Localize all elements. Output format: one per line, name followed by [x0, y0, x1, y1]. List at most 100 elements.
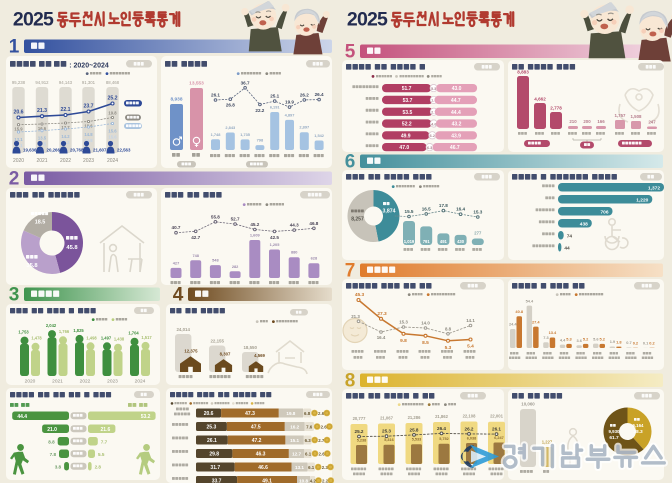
svg-text:16.6: 16.6	[38, 126, 47, 131]
svg-text:427: 427	[173, 260, 180, 265]
svg-text:21.3: 21.3	[351, 314, 360, 319]
svg-text:7.8: 7.8	[50, 452, 57, 457]
svg-text:2022: 2022	[60, 158, 71, 164]
svg-text:12.7: 12.7	[292, 452, 301, 457]
svg-text:2,778: 2,778	[550, 106, 562, 111]
svg-text:44.4: 44.4	[17, 414, 27, 420]
svg-text:2023: 2023	[83, 158, 94, 164]
svg-text:47.5: 47.5	[251, 425, 261, 431]
svg-text:22.2: 22.2	[255, 108, 264, 113]
svg-text:14.0: 14.0	[421, 321, 430, 326]
svg-text:49.1: 49.1	[262, 479, 272, 483]
svg-text:43.9: 43.9	[451, 133, 461, 139]
svg-text:2,897: 2,897	[299, 125, 309, 130]
svg-text:15.9: 15.9	[14, 127, 23, 132]
svg-text:438: 438	[580, 221, 588, 227]
svg-text:1,019: 1,019	[404, 239, 415, 244]
svg-text:49.9: 49.9	[401, 133, 411, 139]
svg-text:18,550: 18,550	[243, 345, 257, 350]
svg-text:6.2: 6.2	[430, 134, 435, 138]
svg-text:10,060: 10,060	[521, 402, 535, 407]
svg-text:44.3: 44.3	[290, 223, 299, 228]
svg-text:45.2: 45.2	[250, 222, 259, 227]
svg-text:4,662: 4,662	[534, 97, 546, 102]
svg-text:3,874: 3,874	[383, 209, 396, 215]
svg-text:19,636: 19,636	[23, 148, 37, 153]
svg-text:4,897: 4,897	[285, 112, 295, 117]
svg-text:2021: 2021	[36, 158, 47, 164]
svg-text:7.6: 7.6	[306, 425, 313, 430]
svg-text:46.3: 46.3	[256, 452, 266, 458]
svg-text:706: 706	[600, 209, 608, 215]
svg-text:1,478: 1,478	[31, 336, 42, 341]
svg-text:430: 430	[457, 239, 465, 244]
svg-text:4,569: 4,569	[254, 353, 265, 358]
svg-text:15.3: 15.3	[399, 320, 408, 325]
svg-text:6.3: 6.3	[427, 146, 432, 150]
svg-text:5,533: 5,533	[412, 438, 422, 442]
svg-text:1.9: 1.9	[610, 339, 616, 344]
svg-text:55.8: 55.8	[211, 214, 220, 219]
svg-text:15.5: 15.5	[405, 209, 414, 214]
svg-text:36.7: 36.7	[241, 80, 250, 85]
svg-text:45.3: 45.3	[355, 292, 365, 298]
svg-text:6.1: 6.1	[308, 465, 315, 470]
svg-text:43.0: 43.0	[452, 86, 462, 92]
svg-text:15.3: 15.3	[473, 210, 482, 215]
svg-text:52.7: 52.7	[231, 217, 240, 222]
svg-text:26.2: 26.2	[465, 426, 474, 431]
svg-text:47.2: 47.2	[252, 438, 262, 444]
svg-text:13.5: 13.5	[38, 136, 47, 141]
svg-text:7: 7	[345, 261, 356, 282]
svg-text:26.1: 26.1	[211, 93, 220, 98]
svg-text:25.3: 25.3	[207, 425, 217, 431]
svg-text:: 2020~2024: : 2020~2024	[69, 63, 109, 70]
svg-text:3: 3	[9, 285, 20, 306]
svg-text:42.5: 42.5	[270, 235, 279, 240]
svg-text:21.0: 21.0	[47, 427, 57, 433]
svg-text:25.8: 25.8	[410, 427, 419, 432]
svg-text:46.7: 46.7	[450, 145, 460, 151]
svg-text:94,143: 94,143	[59, 80, 73, 85]
svg-text:1,609: 1,609	[250, 233, 261, 238]
svg-text:7.7: 7.7	[101, 439, 108, 444]
svg-text:5.3: 5.3	[431, 87, 436, 91]
svg-text:1,735: 1,735	[240, 132, 251, 137]
svg-text:1,205: 1,205	[270, 242, 281, 247]
svg-text:748: 748	[192, 253, 199, 258]
svg-text:5,752: 5,752	[439, 437, 449, 441]
svg-text:22,001: 22,001	[490, 414, 503, 419]
svg-text:3.8: 3.8	[55, 464, 62, 469]
svg-text:2025: 2025	[347, 9, 388, 31]
svg-text:1,757: 1,757	[615, 113, 627, 118]
svg-text:1,438: 1,438	[114, 337, 125, 342]
svg-text:13.4: 13.4	[549, 330, 557, 335]
svg-text:1,825: 1,825	[73, 328, 84, 333]
svg-text:91,301: 91,301	[82, 80, 96, 85]
svg-text:24,014: 24,014	[176, 327, 190, 332]
svg-text:22,563: 22,563	[117, 148, 131, 153]
svg-text:53.7: 53.7	[403, 98, 413, 104]
svg-text:88,468: 88,468	[106, 80, 120, 85]
svg-text:8: 8	[345, 371, 356, 392]
svg-text:5.5: 5.5	[98, 452, 105, 457]
svg-text:6,038: 6,038	[467, 437, 477, 441]
svg-text:2,042: 2,042	[46, 323, 57, 328]
svg-text:200: 200	[583, 119, 591, 124]
svg-text:628: 628	[311, 256, 318, 261]
svg-text:33.7: 33.7	[212, 479, 222, 483]
svg-text:1,766: 1,766	[59, 329, 70, 334]
svg-text:2020: 2020	[13, 158, 24, 164]
svg-text:61.7: 61.7	[609, 435, 619, 441]
svg-text:4.4: 4.4	[560, 337, 566, 342]
svg-text:8.8: 8.8	[48, 439, 55, 444]
svg-text:2.6: 2.6	[318, 411, 325, 416]
svg-text:1,542: 1,542	[314, 133, 325, 138]
svg-text:43.2: 43.2	[452, 122, 462, 128]
svg-text:8,883: 8,883	[517, 70, 529, 75]
svg-text:2: 2	[9, 169, 20, 190]
svg-text:13.1: 13.1	[295, 465, 304, 470]
svg-text:40.8: 40.8	[515, 309, 523, 314]
svg-text:491: 491	[440, 239, 448, 244]
svg-text:6,247: 6,247	[494, 436, 504, 440]
